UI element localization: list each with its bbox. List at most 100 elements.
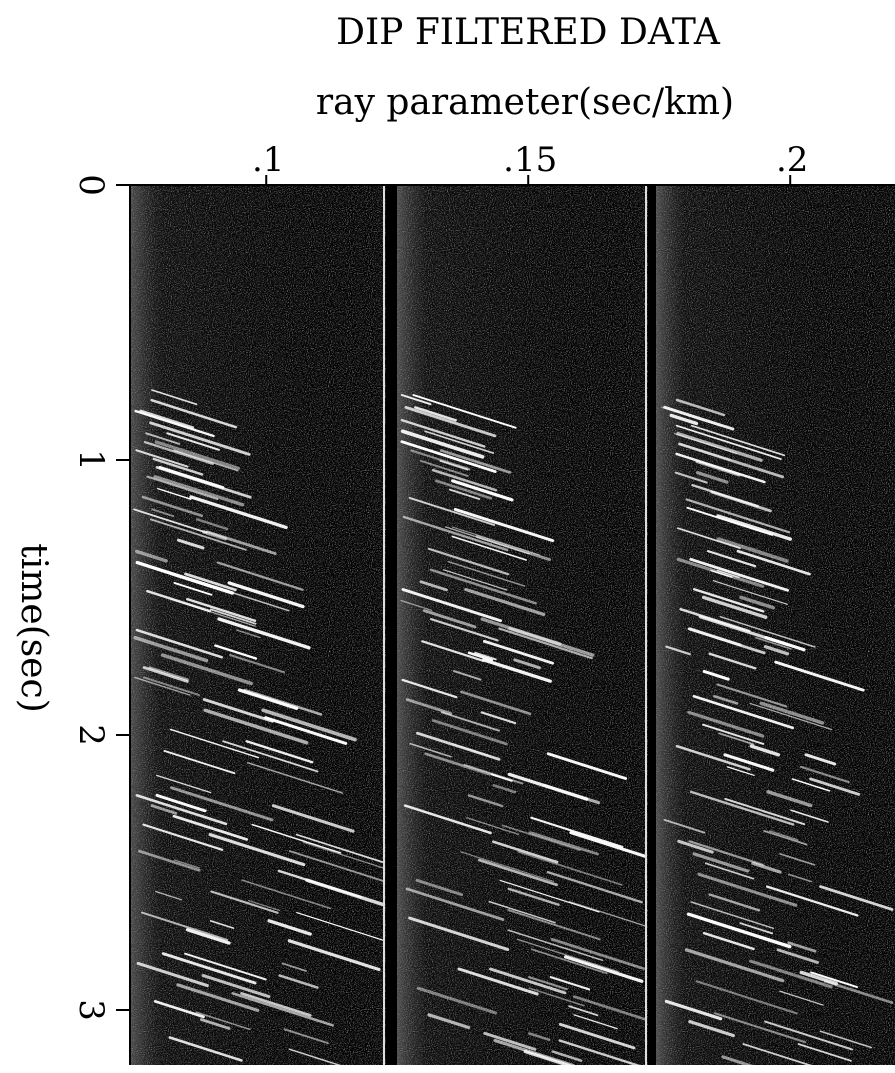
reflection-streak — [546, 871, 643, 904]
reflection-streak — [235, 629, 261, 639]
reflection-streak — [138, 849, 201, 872]
reflection-streak — [296, 912, 384, 941]
reflection-streak — [675, 744, 751, 771]
reflection-streak — [243, 688, 323, 716]
reflection-streak — [419, 580, 448, 592]
x-axis-label: ray parameter(sec/km) — [316, 82, 734, 123]
reflection-streak — [402, 515, 509, 552]
reflection-streak — [200, 1018, 231, 1030]
reflection-streak — [451, 743, 490, 757]
reflection-streak — [241, 879, 332, 910]
reflection-streak — [404, 405, 497, 438]
reflection-streak — [424, 752, 491, 776]
reflection-streak — [684, 948, 785, 983]
reflection-streak — [704, 862, 755, 880]
reflection-streak — [155, 890, 183, 901]
reflection-streak — [264, 716, 348, 745]
reflection-streak — [288, 1048, 367, 1073]
reflection-streak — [676, 431, 763, 462]
panel-divider — [648, 185, 656, 1065]
reflection-streak — [427, 547, 510, 576]
reflection-streak — [405, 887, 505, 921]
reflection-streak — [551, 1050, 583, 1062]
reflection-streak — [573, 1014, 618, 1030]
reflection-streak — [281, 962, 308, 972]
reflection-streak — [787, 873, 813, 883]
reflection-streak — [499, 879, 600, 913]
reflection-streak — [261, 708, 357, 742]
reflection-streak — [563, 955, 644, 983]
reflection-streak — [490, 773, 513, 782]
panel-edge — [130, 185, 386, 1065]
reflection-streak — [143, 440, 214, 465]
reflection-streak — [774, 660, 865, 692]
reflection-streak — [572, 995, 647, 1021]
reflection-streak — [517, 850, 623, 886]
reflection-streak — [160, 653, 253, 686]
reflection-streak — [150, 398, 238, 429]
reflection-streak — [685, 498, 791, 534]
reflection-streak — [151, 508, 175, 517]
reflection-streak — [688, 840, 764, 866]
reflection-streak — [739, 922, 774, 935]
reflection-streak — [267, 919, 312, 936]
reflection-streak — [690, 901, 775, 930]
reflection-streak — [451, 526, 541, 556]
reflection-streak — [702, 931, 755, 951]
reflection-streak — [422, 609, 477, 629]
reflection-streak — [169, 728, 260, 759]
reflection-streak — [248, 899, 280, 912]
reflection-streak — [152, 457, 204, 476]
reflection-streak — [475, 535, 552, 562]
reflection-streak — [751, 861, 782, 874]
reflection-streak — [133, 508, 208, 534]
reflection-streak — [718, 732, 755, 746]
reflection-streak — [452, 670, 482, 681]
reflection-streak — [184, 572, 237, 592]
reflection-streak — [568, 900, 646, 927]
reflection-streak — [543, 783, 601, 805]
reflection-streak — [692, 588, 765, 613]
reflection-streak — [245, 740, 314, 764]
reflection-streak — [163, 749, 236, 775]
reflection-streak — [210, 890, 279, 914]
reflection-streak — [523, 1049, 598, 1073]
chart-title: DIP FILTERED DATA — [336, 12, 721, 53]
reflection-streak — [689, 790, 795, 826]
reflection-streak — [158, 465, 225, 489]
reflection-streak — [708, 893, 761, 912]
reflection-streak — [819, 885, 894, 911]
reflection-streak — [663, 405, 735, 431]
panel-divider — [386, 185, 397, 1065]
reflection-streak — [692, 694, 795, 730]
reflection-streak — [416, 986, 498, 1015]
reflection-events — [661, 398, 894, 1073]
reflection-streak — [153, 475, 245, 507]
reflection-streak — [166, 432, 220, 451]
reflection-streak — [303, 841, 384, 869]
reflection-streak — [409, 742, 452, 758]
reflection-streak — [528, 976, 568, 991]
reflection-streak — [400, 394, 432, 406]
reflection-streak — [764, 636, 806, 652]
reflection-streak — [663, 818, 706, 834]
panel-edge — [656, 185, 895, 1065]
reflection-streak — [161, 952, 257, 985]
plot-area — [130, 185, 895, 1073]
reflection-streak — [749, 959, 833, 989]
reflection-streak — [516, 938, 619, 973]
reflection-streak — [716, 569, 740, 579]
reflection-streak — [819, 1030, 873, 1049]
reflection-streak — [400, 429, 485, 459]
reflection-streak — [488, 900, 556, 924]
reflection-streak — [687, 627, 766, 655]
reflection-streak — [528, 987, 585, 1007]
reflection-streak — [427, 1013, 471, 1030]
reflection-streak — [804, 753, 837, 766]
reflection-streak — [447, 560, 526, 587]
reflection-streak — [759, 701, 825, 725]
reflection-streak — [688, 1020, 735, 1038]
reflection-streak — [706, 550, 757, 568]
reflection-streak — [451, 479, 514, 502]
reflection-streak — [724, 797, 806, 826]
